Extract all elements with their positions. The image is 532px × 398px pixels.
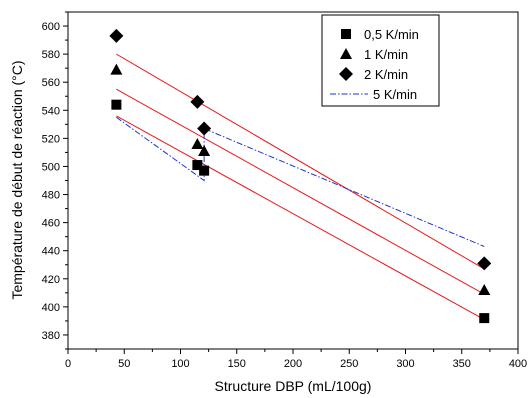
data-point-diamond [109, 28, 124, 43]
y-tick-label: 520 [42, 133, 60, 145]
data-point-diamond [197, 121, 212, 136]
data-point-square [111, 99, 122, 110]
y-tick-labels: 380 400 420 440 460 480 500 520 540 560 580 600 [42, 21, 60, 342]
x-tick-label: 50 [118, 358, 130, 370]
data-point-diamond [190, 94, 205, 109]
legend-label: 0,5 K/min [364, 27, 419, 42]
fit-lines [116, 53, 485, 320]
legend-symbol-square [341, 29, 351, 39]
data-point-square [192, 160, 203, 171]
y-tick-label: 420 [42, 274, 60, 286]
y-tick-label: 380 [42, 330, 60, 342]
y-tick-label: 440 [42, 246, 60, 258]
data-point-triangle [478, 284, 491, 296]
y-tick-label: 500 [42, 161, 60, 173]
y-axis-label: Température de début de réaction (°C) [9, 60, 25, 299]
x-tick-label: 300 [396, 358, 414, 370]
fit-line-0 [116, 115, 485, 320]
x-tick-label: 250 [340, 358, 358, 370]
legend: 0,5 K/min 1 K/min 2 K/min 5 K/min [321, 14, 440, 107]
legend-symbol-diamond [339, 67, 353, 81]
x-tick-label: 350 [453, 358, 471, 370]
data-point-triangle [198, 145, 211, 157]
x-tick-labels: 0 50 100 150 200 250 300 350 400 [65, 358, 527, 370]
y-tick-label: 600 [42, 21, 60, 33]
data-point-square [199, 165, 210, 176]
x-tick-label: 400 [509, 358, 527, 370]
legend-label: 1 K/min [364, 47, 408, 62]
legend-label: 2 K/min [364, 67, 408, 82]
data-markers [109, 28, 492, 324]
data-point-diamond [477, 256, 492, 271]
y-tick-label: 460 [42, 218, 60, 230]
y-tick-label: 580 [42, 49, 60, 61]
data-point-square [479, 313, 490, 324]
axis-ticks [63, 11, 519, 354]
fit-line-2 [116, 53, 485, 270]
x-tick-label: 200 [284, 358, 302, 370]
data-point-triangle [110, 63, 123, 75]
y-tick-label: 400 [42, 302, 60, 314]
series-line-5kmin [116, 116, 485, 247]
fit-line-1 [116, 88, 485, 295]
x-tick-label: 100 [171, 358, 189, 370]
legend-symbol-triangle [340, 48, 352, 59]
plot-frame [67, 11, 519, 350]
y-tick-label: 540 [42, 105, 60, 117]
x-axis-label: Structure DBP (mL/100g) [215, 378, 372, 394]
legend-label: 5 K/min [373, 87, 417, 102]
y-tick-label: 480 [42, 190, 60, 202]
data-point-triangle [191, 137, 204, 149]
x-tick-label: 0 [65, 358, 71, 370]
x-tick-label: 150 [228, 358, 246, 370]
y-tick-label: 560 [42, 77, 60, 89]
